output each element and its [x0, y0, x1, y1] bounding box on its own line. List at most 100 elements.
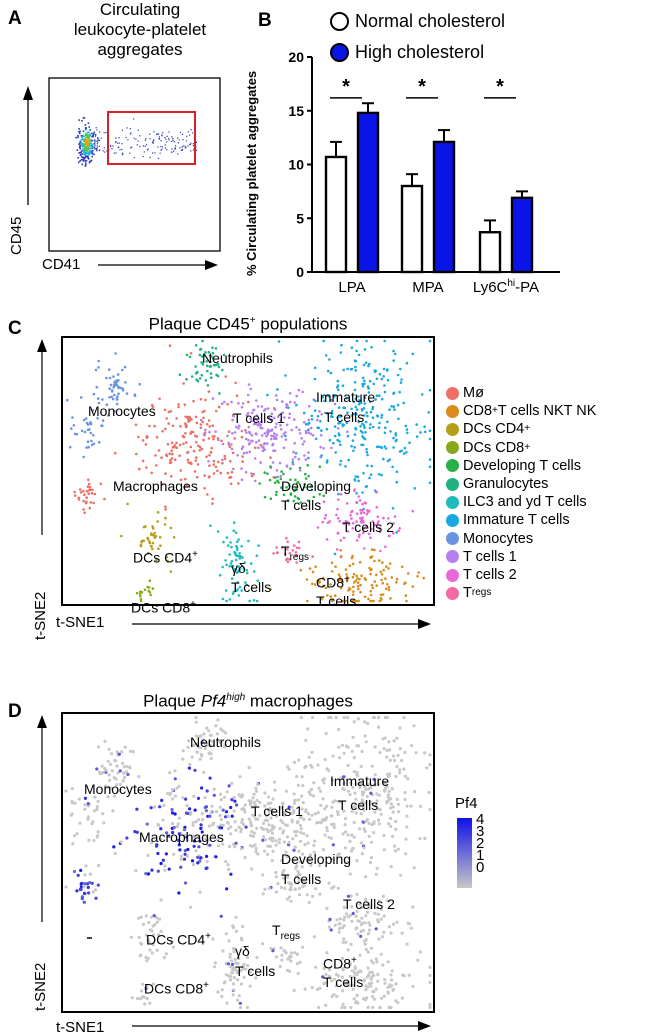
flow-event [90, 147, 93, 150]
cell-point [370, 346, 373, 349]
cell-point [386, 774, 391, 779]
cell-point [239, 936, 243, 940]
flow-event [179, 147, 181, 149]
cell-point [352, 400, 356, 404]
cell-point [205, 859, 209, 864]
cell-point [228, 445, 232, 449]
cell-point [256, 405, 260, 408]
cell-point [296, 869, 300, 873]
cell-point [338, 917, 342, 921]
cell-point [374, 987, 378, 991]
cell-point [394, 439, 398, 443]
flow-event [83, 157, 86, 159]
cell-point [221, 442, 225, 446]
cell-point [361, 509, 364, 512]
cell-point [363, 426, 366, 429]
cell-point [148, 1001, 152, 1005]
cell-point [199, 423, 203, 426]
cell-point [102, 821, 106, 825]
cell-point [166, 791, 170, 795]
cell-point [229, 541, 232, 544]
cell-point [373, 810, 377, 814]
cell-point [336, 507, 339, 511]
cell-point [356, 919, 360, 923]
cell-point [386, 583, 389, 586]
panel-c-legend: Mø CD8 + T cells NKT NK DCs CD4 + DCs CD8 +… [446, 384, 596, 602]
cell-point [345, 573, 348, 576]
cell-point [96, 417, 99, 420]
cell-point [428, 980, 432, 984]
cell-point [298, 860, 302, 864]
cell-point [205, 423, 209, 426]
cell-point [400, 931, 404, 935]
cell-point [363, 577, 367, 580]
cell-point [252, 408, 256, 412]
cell-point [336, 517, 340, 520]
flow-event [161, 134, 163, 136]
cell-point [265, 430, 269, 434]
cell-point [388, 758, 392, 762]
cell-point [115, 783, 119, 787]
cell-point [290, 811, 294, 815]
cell-point [256, 817, 260, 821]
cell-point [307, 856, 311, 860]
cell-point [307, 431, 311, 434]
cell-point [355, 501, 358, 504]
cell-point [295, 553, 298, 557]
flow-event [152, 141, 154, 143]
cell-point [235, 969, 239, 974]
flow-event [78, 131, 80, 133]
cell-point [190, 430, 193, 434]
cell-point [383, 981, 387, 985]
cell-point [270, 831, 275, 835]
cell-point [114, 352, 117, 355]
cell-point [379, 917, 383, 921]
cell-point [247, 400, 250, 404]
cell-point [428, 808, 432, 812]
cell-point [368, 476, 371, 480]
cell-point [200, 361, 203, 364]
cell-point [214, 409, 218, 413]
cell-point [382, 833, 386, 838]
cell-point [229, 832, 233, 836]
cell-point [349, 514, 352, 517]
flow-event [162, 132, 164, 134]
cell-point [390, 978, 394, 982]
cell-point [328, 917, 332, 921]
cell-point [393, 515, 397, 518]
cell-point [373, 783, 377, 787]
cell-point [216, 990, 220, 994]
cluster-label-immature: Immature [316, 389, 376, 405]
cell-point [408, 441, 411, 444]
cell-point [199, 826, 203, 830]
cell-point [191, 834, 196, 839]
cell-point [371, 586, 375, 590]
cell-point [108, 387, 111, 390]
cell-point [155, 948, 159, 952]
cell-point [96, 830, 100, 834]
cell-point [72, 834, 77, 838]
cell-point [292, 792, 296, 796]
cell-point [261, 892, 265, 896]
cell-point [378, 559, 381, 562]
cell-point [257, 439, 261, 442]
cell-point [333, 434, 337, 438]
cell-point [389, 430, 392, 433]
cell-point [373, 370, 377, 374]
cell-point [269, 465, 272, 468]
cell-point [310, 813, 314, 817]
cell-point [207, 824, 211, 828]
flow-event [90, 159, 93, 162]
d-label-immature-t-cells: T cells [338, 797, 379, 813]
cell-point [275, 422, 278, 426]
cell-point [341, 940, 345, 944]
cell-point [160, 798, 164, 802]
cell-point [135, 452, 138, 456]
cell-point [428, 1002, 432, 1007]
cell-point [86, 440, 90, 443]
cell-point [360, 408, 364, 411]
cell-point [285, 486, 288, 489]
cell-point [336, 384, 340, 387]
cell-point [204, 428, 207, 432]
cell-point [121, 779, 125, 783]
